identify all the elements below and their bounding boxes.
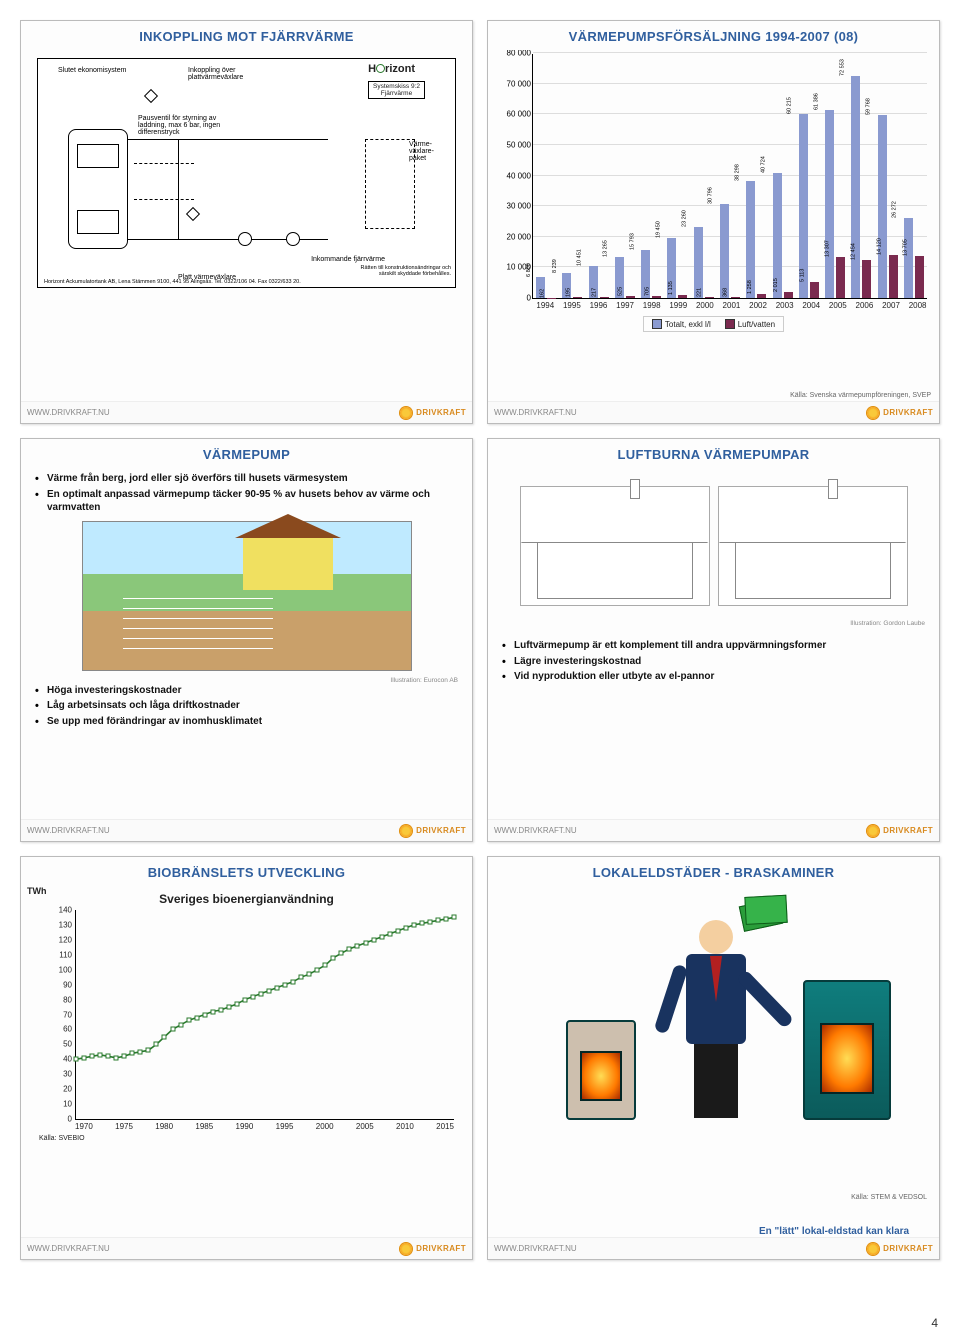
sys-line1: Systemskiss 9:2 xyxy=(373,83,420,90)
bullet: Lägre investeringskostnad xyxy=(502,655,925,669)
horizont-logo: Hrizont xyxy=(368,63,415,75)
sys-line2: Fjärrvärme xyxy=(373,90,420,97)
panel-footer: WWW.DRIVKRAFT.NU DRIVKRAFT xyxy=(488,401,939,423)
panel-title: VÄRMEPUMP xyxy=(21,439,472,468)
panel-footer: WWW.DRIVKRAFT.NU DRIVKRAFT xyxy=(21,1237,472,1259)
top-bullets: Värme från berg, jord eller sjö överförs… xyxy=(29,472,464,515)
panel-sales-chart: VÄRMEPUMPSFÖRSÄLJNING 1994-2007 (08) 010… xyxy=(487,20,940,424)
bullet: Se upp med förändringar av inomhusklimat… xyxy=(35,715,458,729)
footer-brand: DRIVKRAFT xyxy=(883,408,933,417)
bullet: En optimalt anpassad värmepump täcker 90… xyxy=(35,488,458,515)
sun-icon xyxy=(867,825,879,837)
y-axis-label: TWh xyxy=(27,886,47,896)
bullet: Höga investeringskostnader xyxy=(35,684,458,698)
legend-luft: Luft/vatten xyxy=(738,320,775,329)
panel-title: BIOBRÄNSLETS UTVECKLING xyxy=(21,857,472,886)
bullet: Luftvärmepump är ett komplement till and… xyxy=(502,639,925,653)
footer-url: WWW.DRIVKRAFT.NU xyxy=(494,408,577,417)
bar-chart: 010 00020 00030 00040 00050 00060 00070 … xyxy=(532,54,927,299)
illus-attr: Illustration: Eurocon AB xyxy=(29,677,464,684)
footer-brand: DRIVKRAFT xyxy=(883,826,933,835)
chart-source: Källa: SVEBIO xyxy=(39,1135,464,1142)
sun-icon xyxy=(867,1243,879,1255)
footer-url: WWW.DRIVKRAFT.NU xyxy=(494,1244,577,1253)
bullet: Vid nyproduktion eller utbyte av el-pann… xyxy=(502,670,925,684)
x-axis: 1994199519961997199819992000200120022003… xyxy=(532,299,931,310)
panel-title: LOKALELDSTÄDER - BRASKAMINER xyxy=(488,857,939,886)
panel-footer: WWW.DRIVKRAFT.NU DRIVKRAFT xyxy=(21,819,472,841)
schem-right-note: Rätten till konstruktionsändringar och s… xyxy=(351,265,451,277)
chart-source: Källa: STEM & VEDSOL xyxy=(851,1194,927,1201)
bullet: Värme från berg, jord eller sjö överförs… xyxy=(35,472,458,486)
line-chart: 0102030405060708090100110120130140 xyxy=(75,910,454,1120)
bottom-bullets: Höga investeringskostnaderLåg arbetsinsa… xyxy=(29,684,464,729)
sun-icon xyxy=(400,1243,412,1255)
footer-url: WWW.DRIVKRAFT.NU xyxy=(27,826,110,835)
panel-footer: WWW.DRIVKRAFT.NU DRIVKRAFT xyxy=(488,1237,939,1259)
lbl-incoming: Inkommande fjärrvärme xyxy=(311,256,385,263)
panel-title: LUFTBURNA VÄRMEPUMPAR xyxy=(488,439,939,468)
bullet: Låg arbetsinsats och låga driftkostnader xyxy=(35,699,458,713)
chart-source: Källa: Svenska värmepumpföreningen, SVEP xyxy=(790,392,931,399)
x-axis: 1970197519801985199019952000200520102015 xyxy=(75,1122,454,1131)
chart-legend: Totalt, exkl l/l Luft/vatten xyxy=(643,316,784,332)
panel-title: INKOPPLING MOT FJÄRRVÄRME xyxy=(21,21,472,50)
schem-foot: Horizont Ackumulatortank AB, Lena Stämme… xyxy=(44,279,345,285)
panel-luftburna: LUFTBURNA VÄRMEPUMPAR Illustration: Gord… xyxy=(487,438,940,842)
page-number: 4 xyxy=(931,1316,938,1330)
panel-varmepump: VÄRMEPUMP Värme från berg, jord eller sj… xyxy=(20,438,473,842)
sun-icon xyxy=(867,407,879,419)
schematic: Hrizont Systemskiss 9:2 Fjärrvärme Slute… xyxy=(21,50,472,423)
footer-url: WWW.DRIVKRAFT.NU xyxy=(494,826,577,835)
footer-brand: DRIVKRAFT xyxy=(416,826,466,835)
panel-inkoppling: INKOPPLING MOT FJÄRRVÄRME Hrizont System… xyxy=(20,20,473,424)
panel-braskaminer: LOKALELDSTÄDER - BRASKAMINER En "lätt" l… xyxy=(487,856,940,1260)
panel-title: VÄRMEPUMPSFÖRSÄLJNING 1994-2007 (08) xyxy=(488,21,939,50)
footer-brand: DRIVKRAFT xyxy=(883,1244,933,1253)
sun-icon xyxy=(400,825,412,837)
footer-brand: DRIVKRAFT xyxy=(416,1244,466,1253)
air-hp-illustration xyxy=(500,486,927,606)
stove-illustration xyxy=(496,890,931,1150)
ground-heat-illustration xyxy=(82,521,412,671)
footer-brand: DRIVKRAFT xyxy=(416,408,466,417)
chart-title: Sveriges bioenergianvändning xyxy=(29,892,464,906)
lbl-mid: Inkoppling över plattvärmeväxlare xyxy=(188,67,278,81)
footer-url: WWW.DRIVKRAFT.NU xyxy=(27,1244,110,1253)
illus-attr: Illustration: Gordon Laube xyxy=(496,620,931,627)
lbl-left: Slutet ekonomisystem xyxy=(58,67,126,74)
panel-footer: WWW.DRIVKRAFT.NU DRIVKRAFT xyxy=(21,401,472,423)
panel-biobransle: BIOBRÄNSLETS UTVECKLING TWh Sveriges bio… xyxy=(20,856,473,1260)
footer-url: WWW.DRIVKRAFT.NU xyxy=(27,408,110,417)
bullets: Luftvärmepump är ett komplement till and… xyxy=(496,639,931,684)
sun-icon xyxy=(400,407,412,419)
panel-footer: WWW.DRIVKRAFT.NU DRIVKRAFT xyxy=(488,819,939,841)
lbl-pause: Pausventil för styrning av laddning, max… xyxy=(138,115,228,136)
lbl-hx: Värme-växlare-paket xyxy=(409,141,449,162)
legend-total: Totalt, exkl l/l xyxy=(665,320,711,329)
system-box: Systemskiss 9:2 Fjärrvärme xyxy=(368,81,425,99)
